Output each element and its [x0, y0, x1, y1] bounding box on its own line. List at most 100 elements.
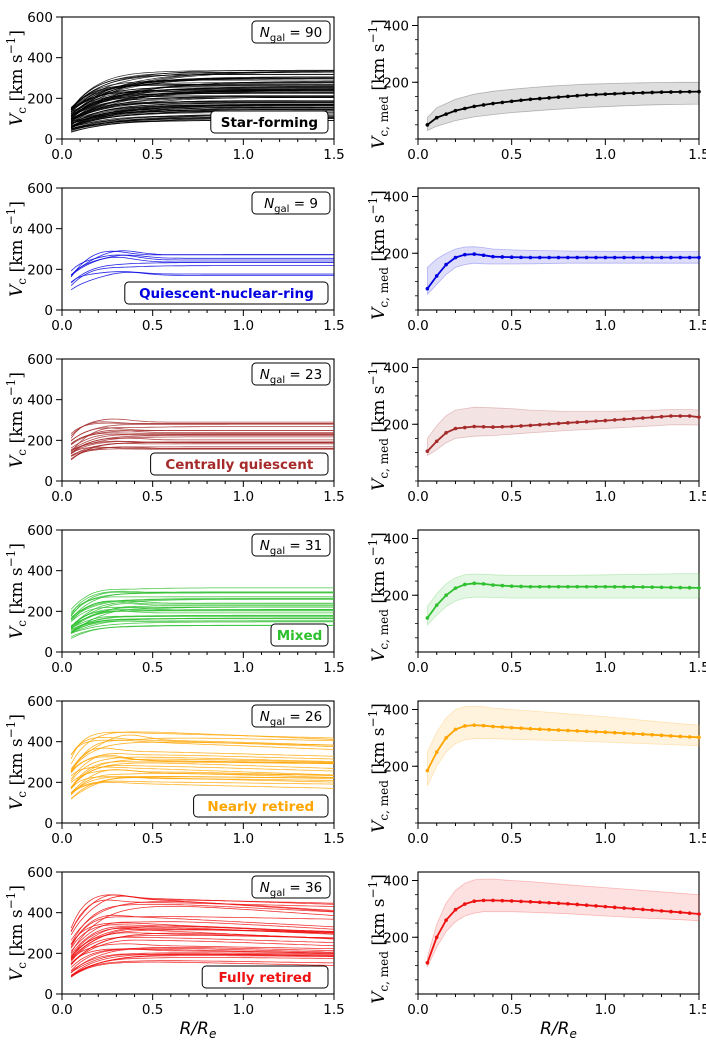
galaxy-curve [70, 762, 334, 789]
left-y-axis-label-2-symbol: V [7, 454, 27, 468]
median-point [650, 415, 654, 420]
right-x-tick-label-0: 1.5 [688, 147, 706, 163]
median-point [687, 414, 692, 418]
left-x-tick-label-2: 0.0 [51, 489, 72, 505]
median-point [669, 909, 673, 914]
left-x-tick-label-5: 1.5 [323, 1002, 344, 1018]
ngal-box-frame [251, 362, 331, 386]
median-point [612, 730, 617, 735]
median-point [547, 584, 551, 589]
median-point [528, 584, 533, 589]
right-x-tick-label-3: 1.0 [595, 660, 616, 676]
left-y-axis-label-0-subscript: c [15, 107, 29, 114]
median-point [584, 903, 589, 907]
left-x-tick-label-2: 1.0 [233, 489, 254, 505]
galaxy-curve [70, 926, 334, 955]
left-y-axis-label-1-close: ] [7, 201, 27, 208]
galaxy-curve [70, 598, 334, 622]
median-point [678, 910, 683, 915]
left-panel-0: 0.0 0.5 1.0 1.5 0 200 400 600 Ngal = 90 Star-form… [4, 10, 345, 163]
ngal-label: Ngal = 23 [260, 367, 322, 386]
left-y-tick-label-3: 600 [27, 523, 53, 539]
galaxy-curve [70, 71, 334, 114]
right-x-tick-label-4: 1.0 [595, 831, 616, 847]
galaxy-curve [70, 432, 334, 445]
left-y-axis-label-4-subscript: c [15, 791, 29, 798]
left-y-axis-label-2-close: ] [7, 372, 27, 379]
ngal-symbol: N [260, 709, 270, 725]
left-y-tick-label-4: 600 [27, 694, 53, 710]
median-point [547, 96, 551, 100]
median-point [584, 419, 589, 424]
median-point [444, 736, 448, 740]
left-x-tick-label-0: 0.0 [51, 147, 72, 163]
left-y-axis-label-4-symbol: V [7, 796, 27, 810]
galaxy-curve [70, 947, 334, 968]
ngal-subscript: gal [274, 204, 289, 215]
median-point [556, 95, 561, 99]
left-x-tick-label-3: 1.0 [233, 660, 254, 676]
median-point [669, 90, 673, 94]
right-y-axis-label-3-unit: [km s [369, 556, 389, 609]
median-point [472, 723, 477, 727]
median-point [687, 735, 692, 739]
right-y-axis-label-4-subscript: c, med [377, 780, 391, 821]
median-point [509, 424, 514, 429]
galaxy-curve [70, 903, 334, 945]
left-y-axis-label-3-close: ] [7, 543, 27, 550]
median-point [547, 255, 551, 260]
group-label: Star-forming [221, 115, 318, 131]
median-point [584, 255, 589, 260]
galaxy-curve [70, 739, 334, 756]
left-y-tick-label-2: 200 [27, 433, 53, 449]
group-label-frame [193, 794, 329, 818]
left-y-axis-label-3-subscript: c [15, 620, 29, 627]
right-y-axis-label-2-subscript: c, med [377, 438, 391, 479]
left-x-tick-label-1: 0.0 [51, 318, 72, 334]
median-point [678, 90, 683, 94]
galaxy-curve [70, 591, 334, 620]
left-x-tick-label-5: 1.0 [233, 1002, 254, 1018]
median-point [453, 426, 458, 431]
galaxy-curve [70, 947, 334, 971]
right-y-tick-label-1: 200 [383, 246, 409, 262]
left-x-tick-label-4: 0.0 [51, 831, 72, 847]
right-y-axis-label-1-symbol: V [369, 306, 389, 320]
right-x-tick-label-4: 0.0 [407, 831, 428, 847]
galaxy-curve [70, 949, 334, 974]
median-point [678, 585, 683, 590]
left-y-axis-label-1-symbol: V [7, 283, 27, 297]
left-plot-frame-1 [61, 187, 335, 311]
galaxy-curve [70, 939, 334, 965]
right-y-axis-label-0-unit: [km s [369, 43, 389, 96]
median-point [519, 584, 523, 589]
right-y-axis-label-0-symbol: V [369, 135, 389, 149]
left-y-tick-label-0: 200 [27, 91, 53, 107]
left-y-tick-label-1: 400 [27, 222, 53, 238]
median-point [612, 418, 617, 422]
right-plot-frame-4 [417, 700, 700, 824]
right-plot-frame-0 [417, 16, 700, 140]
galaxy-curve [70, 430, 334, 446]
median-point [669, 585, 673, 590]
median-point [678, 734, 683, 739]
right-x-tick-label-0: 0.5 [501, 147, 522, 163]
left-panel-3: 0.0 0.5 1.0 1.5 0 200 400 600 Ngal = 31 Mixed Vc [… [4, 523, 345, 676]
group-label-box-1: Quiescent-nuclear-ring [124, 281, 329, 305]
median-point [641, 255, 645, 260]
galaxy-curve [70, 781, 334, 795]
ngal-value: = 23 [285, 367, 322, 383]
right-y-axis-label-5-unit: [km s [369, 898, 389, 951]
galaxy-curve [70, 741, 334, 771]
right-y-tick-label-1: 400 [383, 190, 409, 206]
median-band-5 [427, 878, 700, 968]
median-point [491, 101, 495, 106]
right-y-axis-label-1-unit: [km s [369, 214, 389, 267]
left-y-axis-label-0-symbol: V [7, 112, 27, 126]
galaxy-curve [70, 433, 334, 449]
median-point [472, 899, 477, 904]
right-y-tick-label-4: 400 [383, 703, 409, 719]
group-label-box-5: Fully retired [201, 965, 329, 989]
group-label-box-2: Centrally quiescent [150, 452, 329, 476]
median-point [556, 584, 561, 589]
